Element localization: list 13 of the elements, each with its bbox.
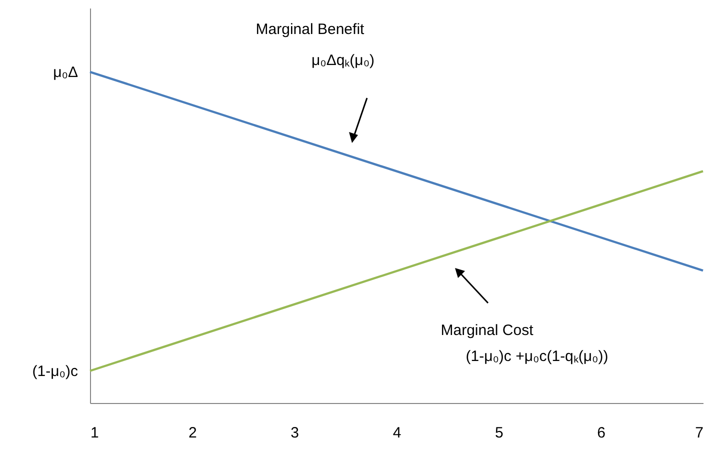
annotation: (1-μ₀)c +μ₀c(1-qₖ(μ₀)) — [466, 348, 608, 365]
text: μ₀Δqₖ(μ₀) — [311, 52, 375, 69]
x-tick-label: 3 — [290, 424, 300, 442]
annotation: Marginal Cost — [440, 322, 534, 339]
x-tick-label: 1 — [90, 424, 99, 442]
text: Marginal Benefit — [256, 21, 366, 38]
x-tick-label: 6 — [597, 424, 606, 442]
annotation: (1-μ₀)c — [32, 362, 78, 380]
annotation: μ₀Δ — [53, 64, 78, 81]
x-tick-label: 7 — [695, 424, 704, 442]
x-tick-label: 5 — [494, 424, 504, 442]
x-tick-label: 4 — [392, 424, 402, 442]
x-tick-label: 2 — [188, 424, 197, 442]
